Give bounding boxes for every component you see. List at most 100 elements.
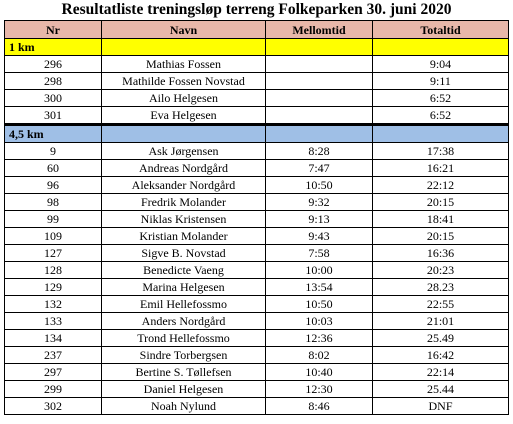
- cell-mellomtid: 9:43: [265, 227, 373, 245]
- cell-nr: 133: [4, 312, 102, 330]
- cell-navn: Trond Hellefossmo: [101, 329, 266, 347]
- cell-navn: Aleksander Nordgård: [101, 176, 266, 194]
- cell-totaltid: 20:15: [372, 227, 509, 245]
- column-header-mellomtid: Mellomtid: [265, 20, 373, 39]
- cell-mellomtid: 10:50: [265, 176, 373, 194]
- table-row: 127 Sigve B. Novstad 7:58 16:36: [4, 244, 509, 262]
- cell-navn: Sigve B. Novstad: [101, 244, 266, 262]
- section-label: 4,5 km: [4, 124, 102, 143]
- cell-totaltid: 16:21: [372, 159, 509, 177]
- cell-mellomtid: 10:50: [265, 295, 373, 313]
- cell-mellomtid: 10:40: [265, 363, 373, 381]
- cell-mellomtid: 13:54: [265, 278, 373, 296]
- section-1km: 1 km 296 Mathias Fossen 9:04 298 Mathilde Fos…: [4, 38, 509, 126]
- cell-nr: 60: [4, 159, 102, 177]
- cell-mellomtid: 12:30: [265, 380, 373, 398]
- cell-nr: 109: [4, 227, 102, 245]
- document-title: Resultatliste treningsløp terreng Folkep…: [61, 1, 452, 18]
- section-fill-cell: [101, 124, 266, 143]
- cell-totaltid: 25.49: [372, 329, 509, 347]
- cell-nr: 132: [4, 295, 102, 313]
- results-table: Nr Navn Mellomtid Totaltid 1 km 296 Mathia…: [4, 20, 509, 415]
- cell-navn: Kristian Molander: [101, 227, 266, 245]
- cell-nr: 9: [4, 142, 102, 160]
- table-row: 298 Mathilde Fossen Novstad 9:11: [4, 72, 509, 90]
- cell-mellomtid: 8:28: [265, 142, 373, 160]
- cell-totaltid: 18:41: [372, 210, 509, 228]
- cell-mellomtid: 8:02: [265, 346, 373, 364]
- cell-mellomtid: 7:47: [265, 159, 373, 177]
- cell-nr: 301: [4, 106, 102, 126]
- table-header-row: Nr Navn Mellomtid Totaltid: [4, 20, 509, 39]
- cell-totaltid: 20:15: [372, 193, 509, 211]
- cell-nr: 98: [4, 193, 102, 211]
- cell-totaltid: 22:12: [372, 176, 509, 194]
- section-fill-cell: [372, 38, 509, 56]
- cell-navn: Sindre Torbergsen: [101, 346, 266, 364]
- column-header-nr: Nr: [4, 20, 102, 39]
- section-fill-cell: [101, 38, 266, 56]
- column-header-navn: Navn: [101, 20, 266, 39]
- cell-mellomtid: [265, 89, 373, 107]
- cell-nr: 299: [4, 380, 102, 398]
- cell-navn: Mathias Fossen: [101, 55, 266, 73]
- table-row: 129 Marina Helgesen 13:54 28.23: [4, 278, 509, 296]
- table-row: 98 Fredrik Molander 9:32 20:15: [4, 193, 509, 211]
- table-row: 300 Ailo Helgesen 6:52: [4, 89, 509, 107]
- cell-nr: 99: [4, 210, 102, 228]
- table-row: 299 Daniel Helgesen 12:30 25.44: [4, 380, 509, 398]
- cell-navn: Marina Helgesen: [101, 278, 266, 296]
- table-row: 60 Andreas Nordgård 7:47 16:21: [4, 159, 509, 177]
- cell-mellomtid: 10:03: [265, 312, 373, 330]
- section-fill-cell: [265, 124, 373, 143]
- table-row: 297 Bertine S. Tøllefsen 10:40 22:14: [4, 363, 509, 381]
- cell-mellomtid: 7:58: [265, 244, 373, 262]
- cell-mellomtid: [265, 55, 373, 73]
- cell-navn: Daniel Helgesen: [101, 380, 266, 398]
- column-header-totaltid: Totaltid: [372, 20, 509, 39]
- table-row: 9 Ask Jørgensen 8:28 17:38: [4, 142, 509, 160]
- cell-navn: Fredrik Molander: [101, 193, 266, 211]
- cell-mellomtid: [265, 72, 373, 90]
- cell-mellomtid: 9:32: [265, 193, 373, 211]
- cell-nr: 302: [4, 397, 102, 415]
- cell-nr: 298: [4, 72, 102, 90]
- section-fill-cell: [372, 124, 509, 143]
- table-row: 302 Noah Nylund 8:46 DNF: [4, 397, 509, 415]
- cell-navn: Bertine S. Tøllefsen: [101, 363, 266, 381]
- section-4-5km: 4,5 km 9 Ask Jørgensen 8:28 17:38 60 Andreas N…: [4, 124, 509, 415]
- cell-nr: 296: [4, 55, 102, 73]
- cell-totaltid: 22:55: [372, 295, 509, 313]
- cell-totaltid: DNF: [372, 397, 509, 415]
- cell-totaltid: 16:36: [372, 244, 509, 262]
- table-row: 133 Anders Nordgård 10:03 21:01: [4, 312, 509, 330]
- cell-totaltid: 9:11: [372, 72, 509, 90]
- cell-nr: 127: [4, 244, 102, 262]
- cell-totaltid: 22:14: [372, 363, 509, 381]
- cell-mellomtid: 10:00: [265, 261, 373, 279]
- cell-navn: Emil Hellefossmo: [101, 295, 266, 313]
- cell-totaltid: 9:04: [372, 55, 509, 73]
- table-row: 128 Benedicte Vaeng 10:00 20:23: [4, 261, 509, 279]
- cell-mellomtid: 9:13: [265, 210, 373, 228]
- cell-totaltid: 17:38: [372, 142, 509, 160]
- section-label: 1 km: [4, 38, 102, 56]
- cell-mellomtid: [265, 106, 373, 126]
- cell-navn: Mathilde Fossen Novstad: [101, 72, 266, 90]
- section-header-row: 4,5 km: [4, 124, 509, 143]
- table-row: 134 Trond Hellefossmo 12:36 25.49: [4, 329, 509, 347]
- cell-totaltid: 25.44: [372, 380, 509, 398]
- cell-navn: Noah Nylund: [101, 397, 266, 415]
- cell-nr: 300: [4, 89, 102, 107]
- cell-nr: 128: [4, 261, 102, 279]
- cell-totaltid: 28.23: [372, 278, 509, 296]
- table-row: 301 Eva Helgesen 6:52: [4, 106, 509, 126]
- cell-nr: 129: [4, 278, 102, 296]
- cell-navn: Niklas Kristensen: [101, 210, 266, 228]
- section-fill-cell: [265, 38, 373, 56]
- cell-navn: Anders Nordgård: [101, 312, 266, 330]
- cell-nr: 297: [4, 363, 102, 381]
- cell-totaltid: 6:52: [372, 89, 509, 107]
- table-row: 296 Mathias Fossen 9:04: [4, 55, 509, 73]
- cell-nr: 96: [4, 176, 102, 194]
